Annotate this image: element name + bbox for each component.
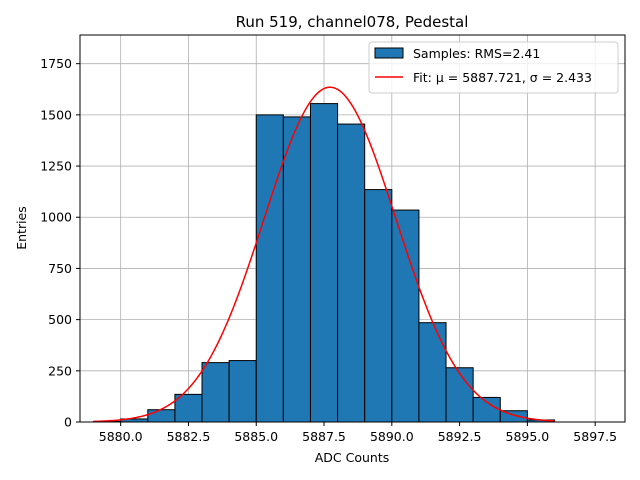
x-axis-ticks: 5880.0 5882.5 5885.0 5887.5 5890.0 5892.5 5895… (99, 422, 617, 444)
legend-label-samples: Samples: RMS=2.41 (413, 46, 540, 61)
x-tick-label: 5890.0 (370, 429, 414, 444)
histogram-bar (364, 189, 393, 423)
x-tick-label: 5895.0 (506, 429, 550, 444)
y-axis-label: Entries (14, 206, 29, 250)
histogram-bar (228, 360, 257, 423)
histogram-bars (93, 103, 556, 423)
plot-frame (79, 34, 626, 423)
y-tick-label: 1500 (40, 107, 72, 122)
histogram-bar (255, 114, 284, 423)
histogram-bar (309, 103, 339, 423)
legend: Samples: RMS=2.41 Fit: μ = 5887.721, σ =… (368, 41, 619, 94)
y-tick-label: 250 (48, 363, 72, 378)
histogram-bar (472, 396, 501, 423)
legend-swatch-samples (374, 47, 404, 59)
x-tick-label: 5892.5 (438, 429, 482, 444)
x-tick-label: 5885.0 (234, 429, 278, 444)
chart-title: Run 519, channel078, Pedestal (236, 13, 469, 31)
histogram-bar (337, 123, 366, 423)
histogram-bar (418, 322, 447, 423)
histogram-bar (147, 409, 176, 423)
histogram-bar (391, 209, 420, 423)
y-tick-label: 0 (64, 415, 72, 430)
y-tick-label: 500 (48, 312, 72, 327)
histogram-bar (282, 116, 311, 423)
y-tick-label: 750 (48, 261, 72, 276)
y-tick-label: 1000 (40, 210, 72, 225)
legend-box (368, 41, 619, 94)
y-tick-label: 1750 (40, 56, 72, 71)
x-tick-label: 5882.5 (167, 429, 211, 444)
fit-curve (93, 86, 555, 423)
x-tick-label: 5887.5 (302, 429, 346, 444)
x-tick-label: 5897.5 (573, 429, 617, 444)
x-tick-label: 5880.0 (99, 429, 143, 444)
y-tick-label: 1250 (40, 159, 72, 174)
x-axis-label: ADC Counts (315, 450, 390, 465)
histogram-bar (201, 362, 230, 423)
histogram-bar (445, 367, 474, 423)
y-axis-ticks: 0 250 500 750 1000 1250 1500 1750 (40, 56, 80, 430)
legend-label-fit: Fit: μ = 5887.721, σ = 2.433 (413, 70, 592, 85)
